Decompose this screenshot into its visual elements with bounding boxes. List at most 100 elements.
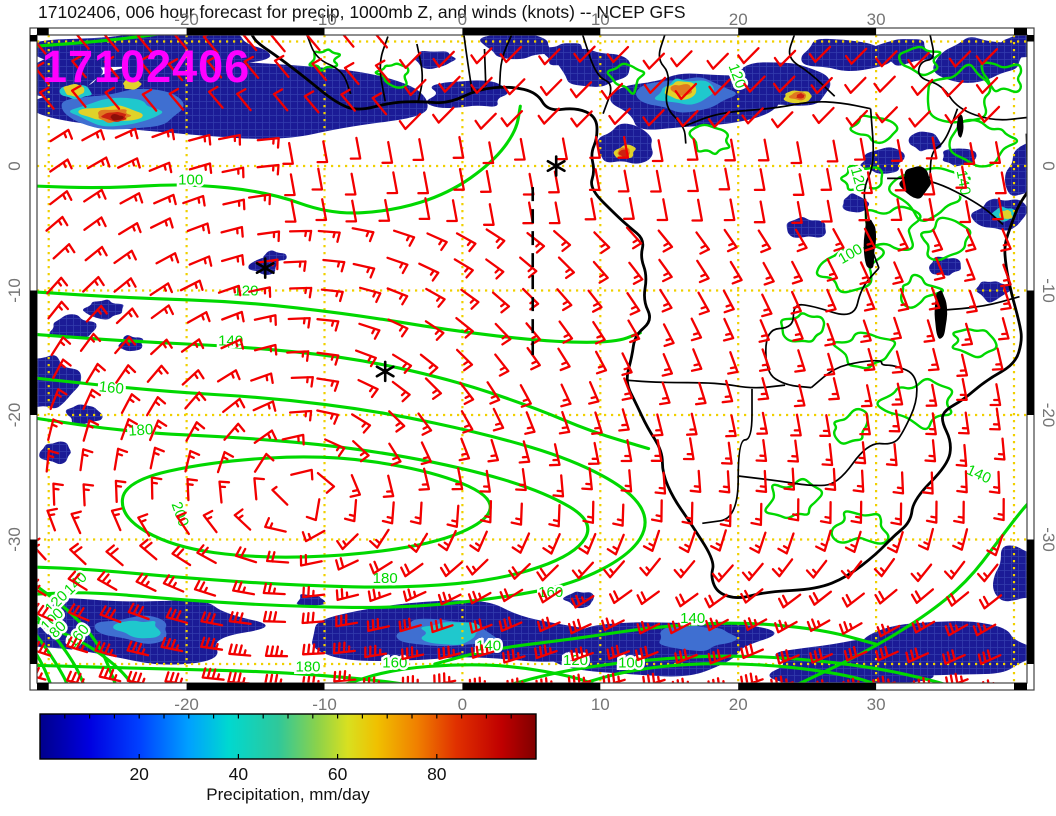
wind-barb: [621, 352, 633, 377]
wind-barb: [264, 673, 283, 683]
wind-barb: [557, 347, 571, 372]
wind-barb: [964, 258, 976, 282]
wind-barb: [469, 618, 493, 634]
wind-barb: [821, 443, 834, 467]
axis-tick-label-left: -30: [5, 527, 24, 552]
wind-barb: [351, 227, 375, 243]
wind-barb: [989, 407, 1001, 431]
height-contour-140: [433, 621, 878, 666]
wind-barb: [854, 441, 867, 465]
wind-barb: [658, 381, 671, 406]
wind-barb: [986, 534, 1004, 557]
wind-barb: [438, 75, 461, 93]
wind-barb: [305, 35, 321, 52]
wind-barb: [953, 500, 965, 524]
height-contour-100: [578, 662, 878, 683]
wind-barb: [743, 75, 766, 93]
wind-barb: [892, 261, 904, 285]
wind-barb: [85, 304, 108, 323]
wind-barb: [578, 532, 597, 555]
height-contour-120: [510, 654, 946, 683]
wind-barb: [424, 320, 445, 341]
wind-barb: [508, 562, 531, 580]
wind-barb: [808, 45, 832, 63]
wind-barb: [47, 418, 64, 442]
wind-barb: [256, 163, 280, 176]
wind-barb: [335, 588, 360, 602]
wind-barb: [757, 229, 772, 254]
wind-barb: [790, 290, 802, 315]
wind-barb: [252, 400, 277, 412]
wind-barb: [722, 289, 735, 314]
precip-blob-navy: [480, 35, 552, 60]
wind-barb: [453, 258, 474, 279]
wind-barb: [570, 110, 593, 128]
land-height-contour: [832, 407, 869, 445]
wind-barb: [658, 258, 673, 283]
wind-barb: [876, 623, 901, 638]
wind-barb: [446, 199, 458, 223]
wind-barb: [299, 553, 323, 567]
wind-barb: [315, 198, 328, 222]
wind-barb: [662, 323, 675, 348]
axis-tick-label-top: 20: [729, 10, 748, 29]
frame-segment: [738, 683, 877, 690]
wind-barb: [37, 537, 47, 561]
wind-barb: [757, 138, 770, 162]
wind-barb: [875, 50, 898, 68]
wind-barb: [404, 78, 427, 97]
wind-barb: [809, 648, 833, 664]
wind-barb: [697, 291, 710, 316]
wind-barb: [236, 88, 252, 112]
wind-barb: [536, 564, 559, 582]
wind-barb: [718, 470, 731, 494]
wind-barb: [49, 158, 73, 173]
wind-barb: [168, 87, 185, 111]
wind-barb: [928, 286, 941, 311]
contour-label: 180: [373, 570, 398, 587]
wind-barb: [925, 383, 938, 407]
wind-barb: [420, 441, 432, 466]
axis-tick-label-top: 10: [591, 10, 610, 29]
wind-barb: [70, 510, 82, 535]
wind-barb: [193, 579, 217, 597]
wind-barb: [426, 232, 448, 252]
wind-barb: [70, 84, 87, 108]
wind-barb: [923, 172, 936, 196]
frame-segment: [1027, 290, 1034, 415]
wind-barb: [418, 197, 431, 221]
wind-barb: [105, 544, 124, 567]
wind-barb: [636, 590, 660, 606]
wind-barb: [165, 607, 189, 624]
wind-barb: [451, 467, 464, 491]
wind-barb: [455, 348, 474, 372]
wind-barb: [588, 381, 600, 405]
frame-segment: [1027, 539, 1034, 664]
wind-barb: [997, 317, 1010, 341]
wind-barb: [150, 304, 175, 320]
wind-barb: [187, 133, 212, 146]
wind-barb: [180, 338, 205, 353]
axis-labels: -20 -20 -10 -10 0 0 10 10 20 20 30 30 0 0 -10 -10 -20 -20…: [5, 10, 1056, 714]
wind-barb: [171, 545, 192, 567]
wind-barb: [357, 378, 379, 399]
wind-barb: [718, 167, 731, 191]
wind-barb: [243, 55, 260, 79]
wind-barb: [96, 570, 118, 591]
wind-barb: [944, 622, 969, 637]
wind-barb: [407, 532, 429, 553]
colorbar-tick-label: 80: [427, 764, 447, 784]
wind-barb: [510, 502, 523, 526]
contour-label: 100: [178, 172, 203, 189]
wind-barb: [740, 588, 764, 604]
wind-barb: [886, 531, 904, 554]
wind-barb: [724, 138, 736, 162]
wind-barb: [290, 375, 314, 388]
wind-barb: [175, 511, 190, 536]
wind-barb: [791, 260, 804, 285]
frame-segment: [1014, 28, 1027, 35]
wind-barb: [52, 243, 76, 260]
wind-barb: [584, 197, 597, 221]
wind-barb: [290, 468, 314, 481]
